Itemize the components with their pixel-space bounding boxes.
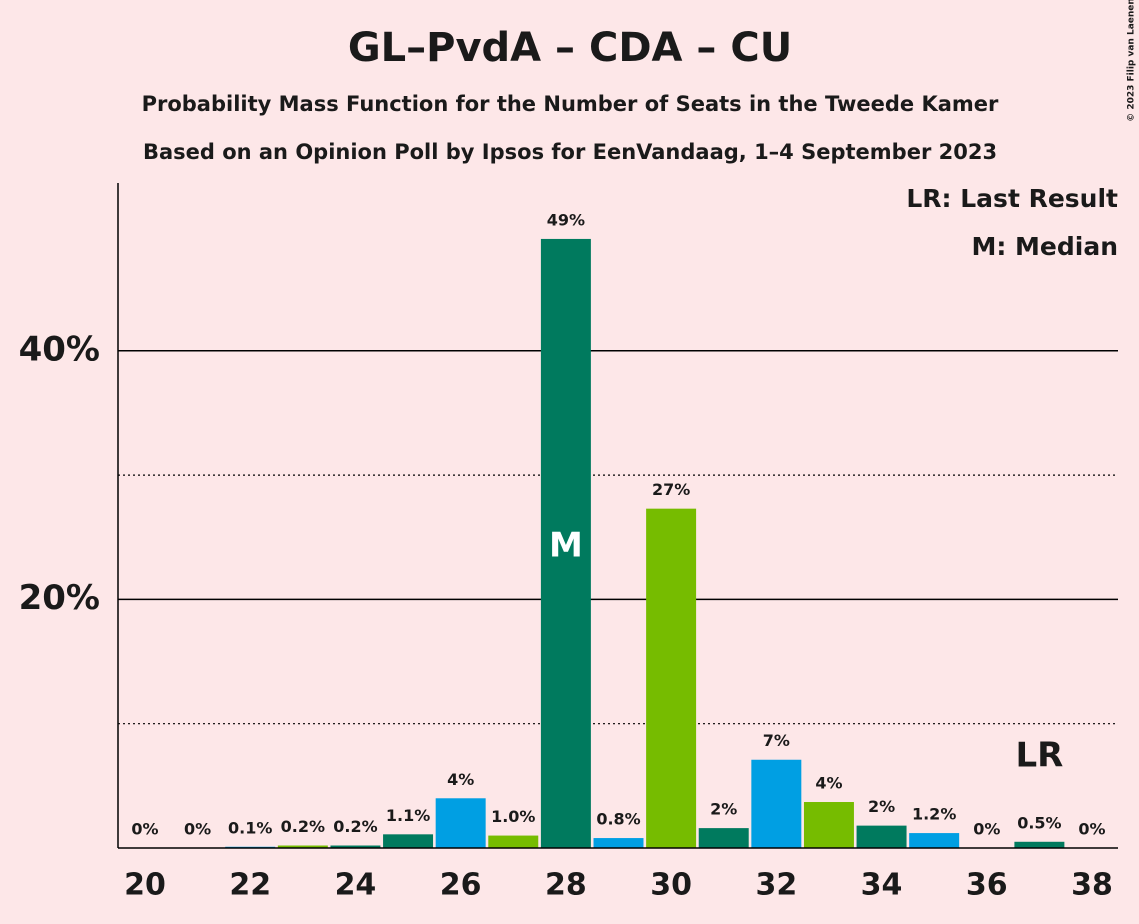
median-marker: M [549, 526, 583, 566]
bar [488, 835, 539, 848]
x-tick-label: 20 [124, 868, 166, 903]
legend-entry: LR: Last Result [906, 184, 1118, 213]
value-label: 1.1% [386, 806, 430, 825]
value-label: 7% [763, 731, 790, 750]
bar [751, 759, 802, 848]
value-label: 2% [710, 800, 737, 819]
value-label: 0% [131, 820, 158, 839]
x-tick-label: 26 [440, 868, 482, 903]
value-label: 0.2% [333, 817, 377, 836]
chart-subtitle: Based on an Opinion Poll by Ipsos for Ee… [143, 140, 997, 164]
value-label: 27% [652, 480, 690, 499]
chart-title: GL–PvdA – CDA – CU [348, 25, 792, 71]
bar [383, 834, 434, 848]
value-label: 4% [815, 774, 842, 793]
legend-entry: M: Median [971, 232, 1118, 261]
value-label: 0.2% [281, 817, 325, 836]
bar [856, 825, 907, 848]
bar [330, 845, 381, 848]
x-tick-label: 38 [1071, 868, 1113, 903]
bar [698, 828, 749, 848]
value-label: 0.8% [596, 810, 640, 829]
chart-subtitle: Probability Mass Function for the Number… [142, 92, 999, 116]
value-label: 1.0% [491, 807, 535, 826]
value-label: 1.2% [912, 805, 956, 824]
value-label: 0% [1078, 820, 1105, 839]
value-label: 0.1% [228, 818, 272, 837]
x-tick-label: 22 [229, 868, 271, 903]
y-tick-label: 20% [19, 578, 100, 618]
value-label: 2% [868, 797, 895, 816]
x-tick-label: 34 [861, 868, 903, 903]
value-label: 0% [973, 820, 1000, 839]
value-label: 49% [547, 210, 585, 229]
bar [646, 508, 697, 848]
last-result-marker: LR [1015, 735, 1063, 775]
value-label: 4% [447, 770, 474, 789]
x-tick-label: 24 [335, 868, 377, 903]
y-tick-label: 40% [19, 329, 100, 369]
bar [540, 238, 591, 849]
bar [803, 802, 854, 848]
bar [909, 833, 960, 848]
x-tick-label: 36 [966, 868, 1008, 903]
bar [593, 838, 644, 848]
x-tick-label: 32 [755, 868, 797, 903]
value-label: 0.5% [1017, 813, 1061, 832]
bar [1014, 841, 1065, 848]
bar [435, 798, 486, 848]
x-tick-label: 30 [650, 868, 692, 903]
copyright: © 2023 Filip van Laenen [1127, 0, 1137, 122]
x-tick-label: 28 [545, 868, 587, 903]
value-label: 0% [184, 820, 211, 839]
bar [277, 845, 328, 848]
